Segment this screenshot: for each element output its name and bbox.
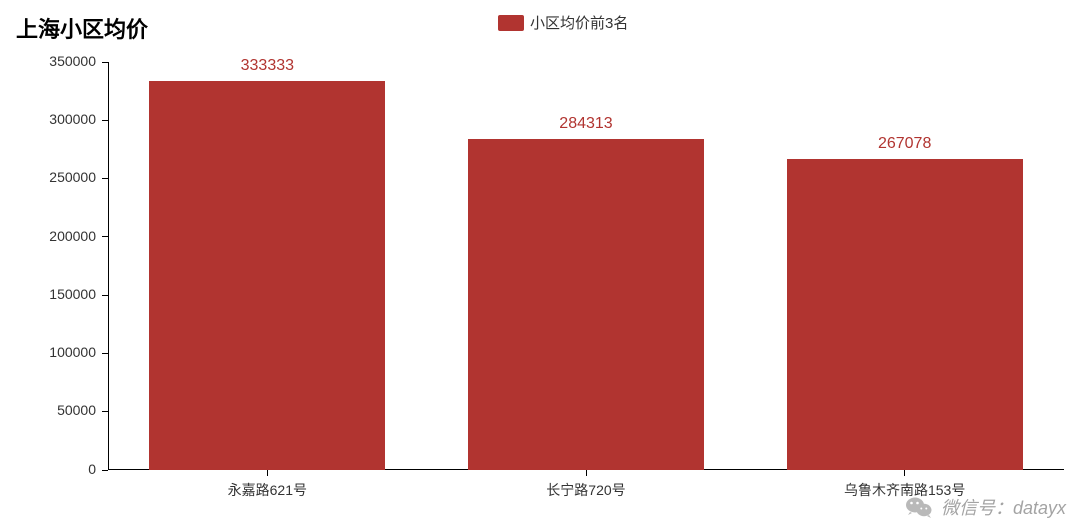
chart-title: 上海小区均价 bbox=[16, 12, 148, 44]
x-tick-label: 长宁路720号 bbox=[427, 480, 746, 500]
bar-value-label: 333333 bbox=[207, 57, 327, 75]
x-tick-mark bbox=[586, 470, 587, 476]
y-tick-label: 200000 bbox=[6, 228, 96, 244]
x-tick-mark bbox=[267, 470, 268, 476]
y-tick-label: 250000 bbox=[6, 169, 96, 185]
watermark-text: 微信号：datayx bbox=[941, 494, 1066, 520]
plot-area: 0500001000001500002000002500003000003500… bbox=[108, 62, 1064, 470]
y-tick-label: 150000 bbox=[6, 286, 96, 302]
y-tick-mark bbox=[102, 295, 108, 296]
y-tick-mark bbox=[102, 62, 108, 63]
legend-swatch bbox=[498, 15, 524, 31]
y-tick-mark bbox=[102, 411, 108, 412]
y-tick-mark bbox=[102, 353, 108, 354]
x-tick-label: 永嘉路621号 bbox=[108, 480, 427, 500]
y-tick-mark bbox=[102, 178, 108, 179]
y-tick-label: 100000 bbox=[6, 344, 96, 360]
watermark: 微信号：datayx bbox=[905, 494, 1066, 520]
y-tick-label: 0 bbox=[6, 461, 96, 477]
y-tick-mark bbox=[102, 236, 108, 237]
y-axis bbox=[108, 62, 109, 470]
bar bbox=[468, 139, 704, 470]
bar-value-label: 267078 bbox=[845, 135, 965, 153]
x-tick-mark bbox=[904, 470, 905, 476]
y-tick-label: 300000 bbox=[6, 111, 96, 127]
bar bbox=[149, 81, 385, 470]
chart-container: 上海小区均价 小区均价前3名 0500001000001500002000002… bbox=[0, 0, 1080, 528]
chart-legend: 小区均价前3名 bbox=[498, 12, 628, 33]
bar-value-label: 284313 bbox=[526, 115, 646, 133]
bar bbox=[787, 159, 1023, 470]
y-tick-label: 50000 bbox=[6, 402, 96, 418]
y-tick-mark bbox=[102, 470, 108, 471]
y-tick-label: 350000 bbox=[6, 53, 96, 69]
y-tick-mark bbox=[102, 120, 108, 121]
legend-label: 小区均价前3名 bbox=[530, 12, 628, 33]
wechat-icon bbox=[905, 495, 933, 519]
